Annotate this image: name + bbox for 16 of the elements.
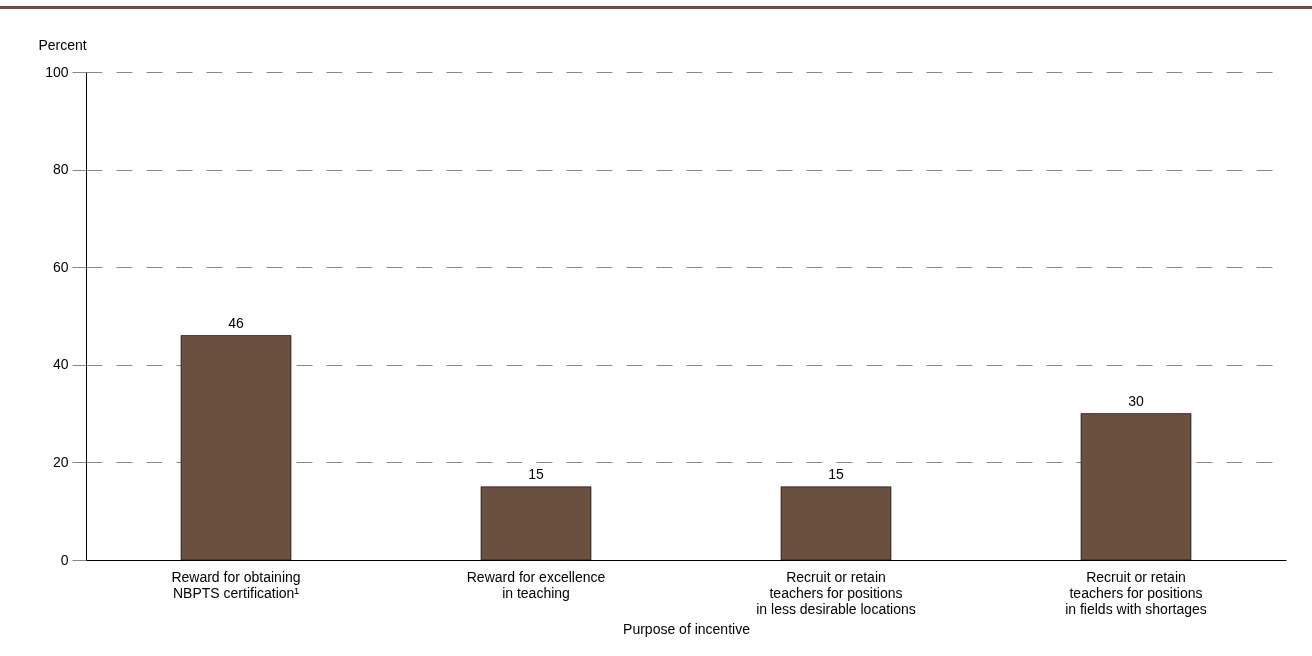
y-tick-label: 40 [52, 356, 69, 373]
x-tick-label: Reward for obtaining NBPTS certification¹ [171, 568, 301, 601]
x-tick-label: Recruit or retain teachers for positions in fields with shortages [1065, 568, 1207, 617]
x-tick-label: Recruit or retain teachers for positions in less desirable locations [756, 568, 916, 617]
x-axis-title: Purpose of incentive [623, 620, 751, 637]
data-label: 15 [528, 465, 544, 482]
x-tick-label: Reward for excellence in teaching [466, 568, 606, 601]
y-tick-label: 0 [60, 551, 69, 568]
y-tick-label: 60 [52, 258, 69, 275]
y-tick-label: 80 [52, 161, 69, 178]
data-label: 46 [228, 314, 244, 331]
y-tick-label: 20 [52, 453, 69, 470]
data-label: 15 [828, 465, 844, 482]
y-tick-label: 100 [45, 63, 69, 80]
data-label: 30 [1128, 392, 1144, 409]
y-axis-title: Percent [38, 36, 87, 53]
